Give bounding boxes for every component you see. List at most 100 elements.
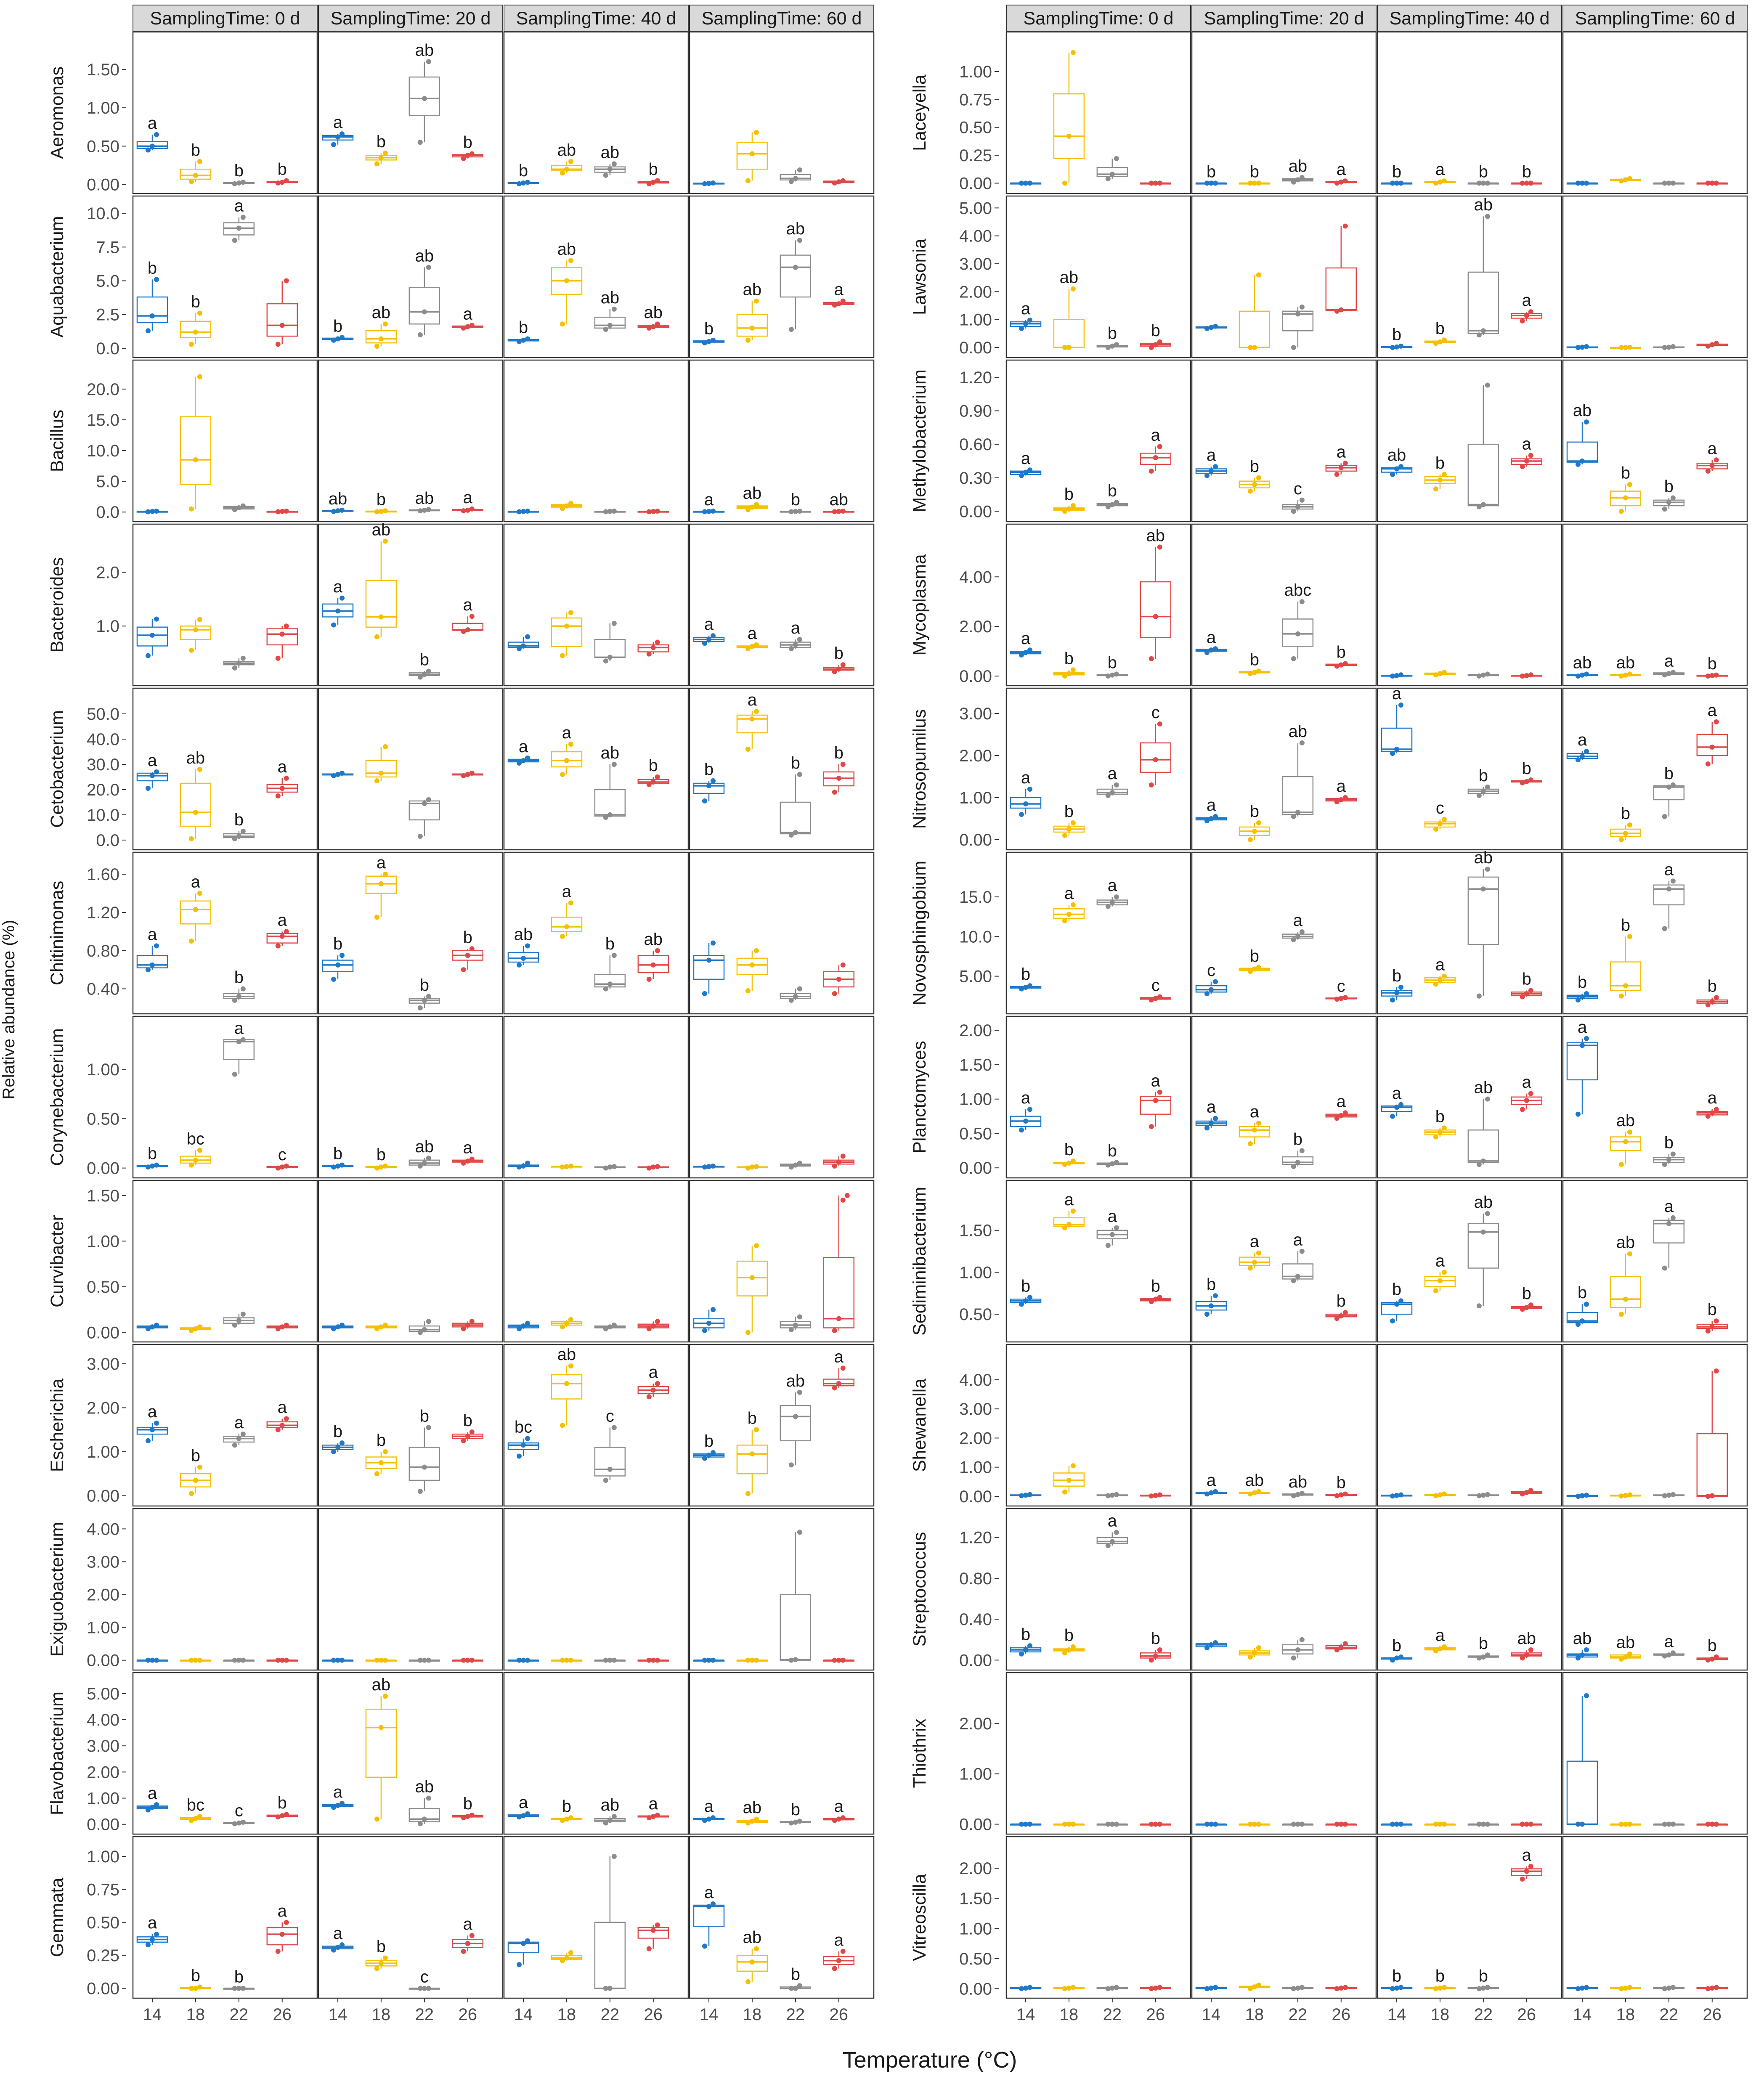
data-point (525, 336, 530, 342)
data-point (1398, 984, 1403, 990)
data-point (1709, 673, 1715, 678)
y-tick-label: 1.50 (87, 61, 119, 79)
data-point (702, 1818, 707, 1823)
data-point (1579, 1043, 1585, 1048)
significance-letter: a (649, 1795, 658, 1813)
data-point (1709, 1493, 1715, 1498)
data-point (1433, 1493, 1438, 1498)
data-point (374, 161, 379, 167)
box-26: a (637, 1363, 669, 1400)
box-22 (1467, 1821, 1499, 1827)
box-26: b (823, 744, 855, 795)
significance-letter: a (1021, 300, 1031, 318)
data-point (832, 302, 837, 308)
data-point (1247, 1265, 1253, 1271)
box-18 (551, 610, 583, 658)
data-point (469, 1429, 475, 1434)
data-point (1476, 673, 1482, 679)
data-point (525, 1938, 530, 1943)
significance-letter: ab (415, 1778, 434, 1796)
box-26 (637, 509, 669, 514)
data-point (832, 669, 837, 674)
data-point (1066, 1477, 1072, 1483)
data-point (154, 1421, 159, 1426)
significance-letter: b (1664, 477, 1674, 496)
data-point (1114, 1530, 1119, 1535)
data-point (1153, 1985, 1158, 1991)
data-point (607, 1164, 613, 1170)
box-14: a (1010, 629, 1042, 658)
box-22 (1653, 1492, 1685, 1498)
data-point (1709, 1110, 1715, 1116)
panel-frame (1377, 687, 1562, 851)
box-22: a (223, 1413, 255, 1448)
data-point (331, 1805, 336, 1810)
data-point (832, 1657, 837, 1663)
box-14: b (1381, 1967, 1413, 1991)
box-18: a (365, 854, 397, 920)
box-14: b (1010, 1277, 1042, 1307)
box-18: b (365, 133, 397, 167)
data-point (378, 509, 384, 514)
data-point (1027, 983, 1032, 989)
x-tick-label: 26 (644, 2005, 663, 2024)
data-point (1618, 1493, 1624, 1499)
y-tick-label: 0.50 (87, 1110, 119, 1128)
data-point (279, 1423, 285, 1428)
data-point (745, 1330, 751, 1335)
data-point (568, 610, 573, 615)
significance-letter: a (1250, 1103, 1260, 1121)
box-18: a (736, 691, 768, 752)
box-18: c (1424, 799, 1456, 832)
data-point (339, 1800, 345, 1806)
data-point (655, 1319, 660, 1324)
panel-frame (1562, 687, 1748, 851)
data-point (1618, 509, 1624, 514)
data-point (1342, 795, 1348, 800)
data-point (832, 991, 837, 996)
data-point (1480, 1654, 1486, 1660)
box-14: a (136, 925, 168, 973)
panel-frame (318, 1015, 504, 1179)
data-point (374, 509, 379, 514)
data-point (1579, 1318, 1585, 1324)
data-point (1714, 1107, 1719, 1112)
box-14 (507, 1160, 539, 1170)
data-point (832, 1818, 837, 1823)
y-tick-label: 0.25 (959, 146, 992, 165)
box-26: a (452, 488, 484, 514)
data-point (461, 1657, 466, 1663)
data-point (240, 1432, 246, 1437)
box-14 (1010, 1821, 1042, 1827)
significance-letter: b (420, 651, 429, 669)
significance-letter: ab (1060, 268, 1079, 287)
box-26 (1696, 1821, 1728, 1827)
data-point (461, 1949, 466, 1954)
data-point (188, 506, 194, 512)
data-point (426, 507, 431, 512)
data-point (710, 1657, 716, 1663)
data-point (749, 325, 755, 331)
data-point (564, 278, 569, 284)
data-point (1149, 468, 1154, 474)
data-point (1394, 1302, 1399, 1307)
significance-letter: b (1064, 1140, 1074, 1159)
box-18 (1239, 272, 1271, 350)
data-point (1295, 311, 1300, 317)
data-point (1027, 1492, 1032, 1497)
y-tick-label: 5.0 (96, 472, 119, 491)
data-point (516, 962, 522, 968)
data-point (603, 172, 608, 178)
data-point (1714, 672, 1719, 678)
box-22: ab (1467, 848, 1499, 999)
x-tick-label: 26 (1332, 2005, 1351, 2024)
data-point (197, 310, 202, 316)
iqr-box (736, 314, 768, 337)
significance-letter: b (519, 162, 528, 180)
significance-letter: b (1250, 457, 1259, 476)
box-18: a (551, 882, 583, 939)
box-22 (1653, 1985, 1685, 1991)
panel-frame (689, 359, 875, 522)
data-point (1575, 1986, 1581, 1991)
significance-letter: c (1436, 799, 1444, 817)
